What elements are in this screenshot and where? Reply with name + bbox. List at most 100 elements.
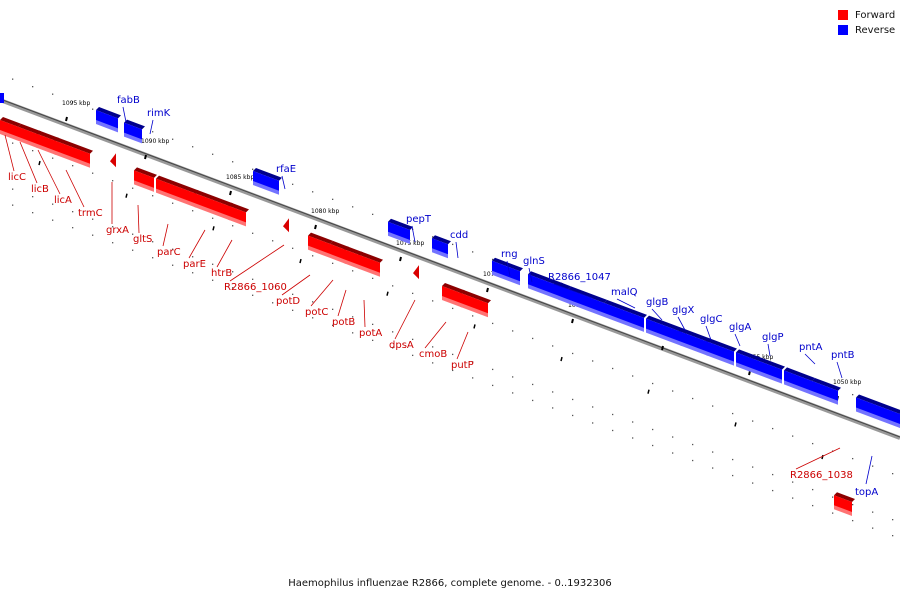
gene-R2866_1047-bottom	[558, 295, 568, 304]
kbp-ticks: 1095 kbp 1090 kbp 1085 kbp 1080 kbp 1075 kbp…	[38, 100, 861, 460]
dot-3-172	[172, 264, 174, 266]
leader-licC	[4, 134, 15, 172]
dot-1-72	[72, 165, 74, 167]
dot-3-752	[752, 482, 754, 484]
dot-0-292	[292, 183, 294, 185]
label-malQ: malQ	[611, 287, 638, 298]
dot-2-892	[892, 518, 894, 521]
dot-2-252	[252, 278, 254, 280]
leader-gltS	[137, 204, 140, 234]
leader-parC	[162, 223, 169, 247]
dot-2-752	[752, 466, 754, 468]
dot-0-312	[312, 191, 314, 193]
dot-1-612	[612, 367, 614, 370]
gene-glgX	[646, 315, 685, 347]
dot-1-252	[252, 232, 254, 234]
legend-forward: Forward	[838, 8, 895, 22]
gene-potC-top	[330, 240, 349, 250]
dot-3-632	[632, 437, 634, 439]
gene-potA-face	[358, 254, 380, 275]
gene-licC-bottom	[0, 130, 18, 141]
leader-potD	[281, 274, 311, 296]
minor-tick-40	[38, 160, 41, 166]
gene-glgA-top	[706, 338, 737, 352]
dot-1-732	[732, 412, 734, 415]
tick-mark-7	[661, 345, 664, 351]
dot-0-332	[332, 198, 334, 200]
dot-0-212	[212, 153, 214, 155]
leader-glnS	[528, 267, 533, 283]
label-rimK: rimK	[147, 108, 171, 119]
minor-tick-736	[734, 422, 737, 427]
gene-R2866_1047-top	[558, 282, 571, 290]
gene-glgX-face	[646, 318, 682, 345]
label-potB: potB	[332, 317, 355, 328]
leader-cdd	[455, 241, 459, 259]
dot-3-292	[292, 309, 294, 311]
gene-glnS-bottom	[528, 284, 560, 301]
gene-licA-top	[36, 130, 59, 142]
forward-swatch	[838, 10, 848, 20]
dot-3-512	[512, 392, 514, 394]
label-licA: licA	[54, 195, 72, 206]
leader-glgC	[705, 325, 712, 341]
gene-glgP-top	[736, 349, 785, 370]
gene-rimK-face	[124, 122, 142, 142]
dot-3-892	[892, 534, 894, 537]
dot-2-472	[472, 361, 474, 363]
leader-glgB	[651, 308, 663, 321]
dot-1-692	[692, 397, 694, 400]
gene-parC-top	[156, 175, 199, 194]
tick-label-1: 1090 kbp	[141, 138, 169, 145]
label-licB: licB	[31, 184, 49, 195]
minor-tick-127	[125, 193, 128, 198]
gene-topA	[856, 394, 900, 428]
tick-mark-5	[486, 287, 489, 293]
dot-0-252	[252, 168, 254, 170]
gene-potC	[330, 240, 349, 264]
label-parC: parC	[157, 247, 181, 258]
dot-3-612	[612, 429, 614, 432]
dot-0-92	[92, 108, 94, 110]
leader-rimK	[149, 119, 154, 135]
label-htrB: htrB	[211, 268, 232, 279]
dot-0-432	[432, 236, 434, 238]
dot-1-592	[592, 360, 594, 362]
dot-0-352	[352, 206, 354, 208]
label-glnS: glnS	[523, 256, 545, 267]
tick-label-3: 1080 kbp	[311, 208, 339, 215]
dot-3-432	[432, 362, 434, 364]
gene-cmoB-face	[442, 285, 462, 306]
gene-cmoB	[442, 282, 465, 308]
dot-3-12	[12, 204, 14, 206]
gene-rimK-top	[124, 119, 145, 130]
label-glgA: glgA	[729, 322, 751, 333]
gene-pepT-top	[388, 218, 413, 230]
leader-potA	[363, 299, 366, 328]
dot-0-52	[52, 93, 54, 95]
dot-0-12	[12, 78, 14, 80]
gene-malQ-top	[568, 286, 607, 303]
gene-potA-top	[358, 251, 383, 263]
gene-cdd	[432, 235, 451, 259]
gene-dpsA	[413, 265, 419, 280]
gene-potB	[344, 246, 363, 270]
gene-htrB-bottom	[228, 215, 246, 227]
label-topA: topA	[855, 487, 878, 498]
dot-1-12	[12, 142, 14, 144]
dot-2-92	[92, 218, 94, 220]
gene-parE-bottom	[194, 202, 230, 221]
label-leaders	[4, 106, 873, 485]
dot-3-592	[592, 422, 594, 424]
label-R2866_1047: R2866_1047	[548, 272, 611, 283]
dot-2-852	[852, 503, 854, 506]
dot-3-252	[252, 294, 254, 296]
leader-cmoB	[424, 321, 447, 349]
gene-putP-top	[460, 289, 491, 304]
dot-3-272	[272, 302, 274, 304]
gene-topA-bottom	[856, 407, 900, 428]
gene-glgX-top	[646, 315, 685, 333]
tick-label-4: 1075 kbp	[396, 240, 424, 247]
dot-2-312	[312, 301, 314, 303]
dot-2-172	[172, 248, 174, 250]
